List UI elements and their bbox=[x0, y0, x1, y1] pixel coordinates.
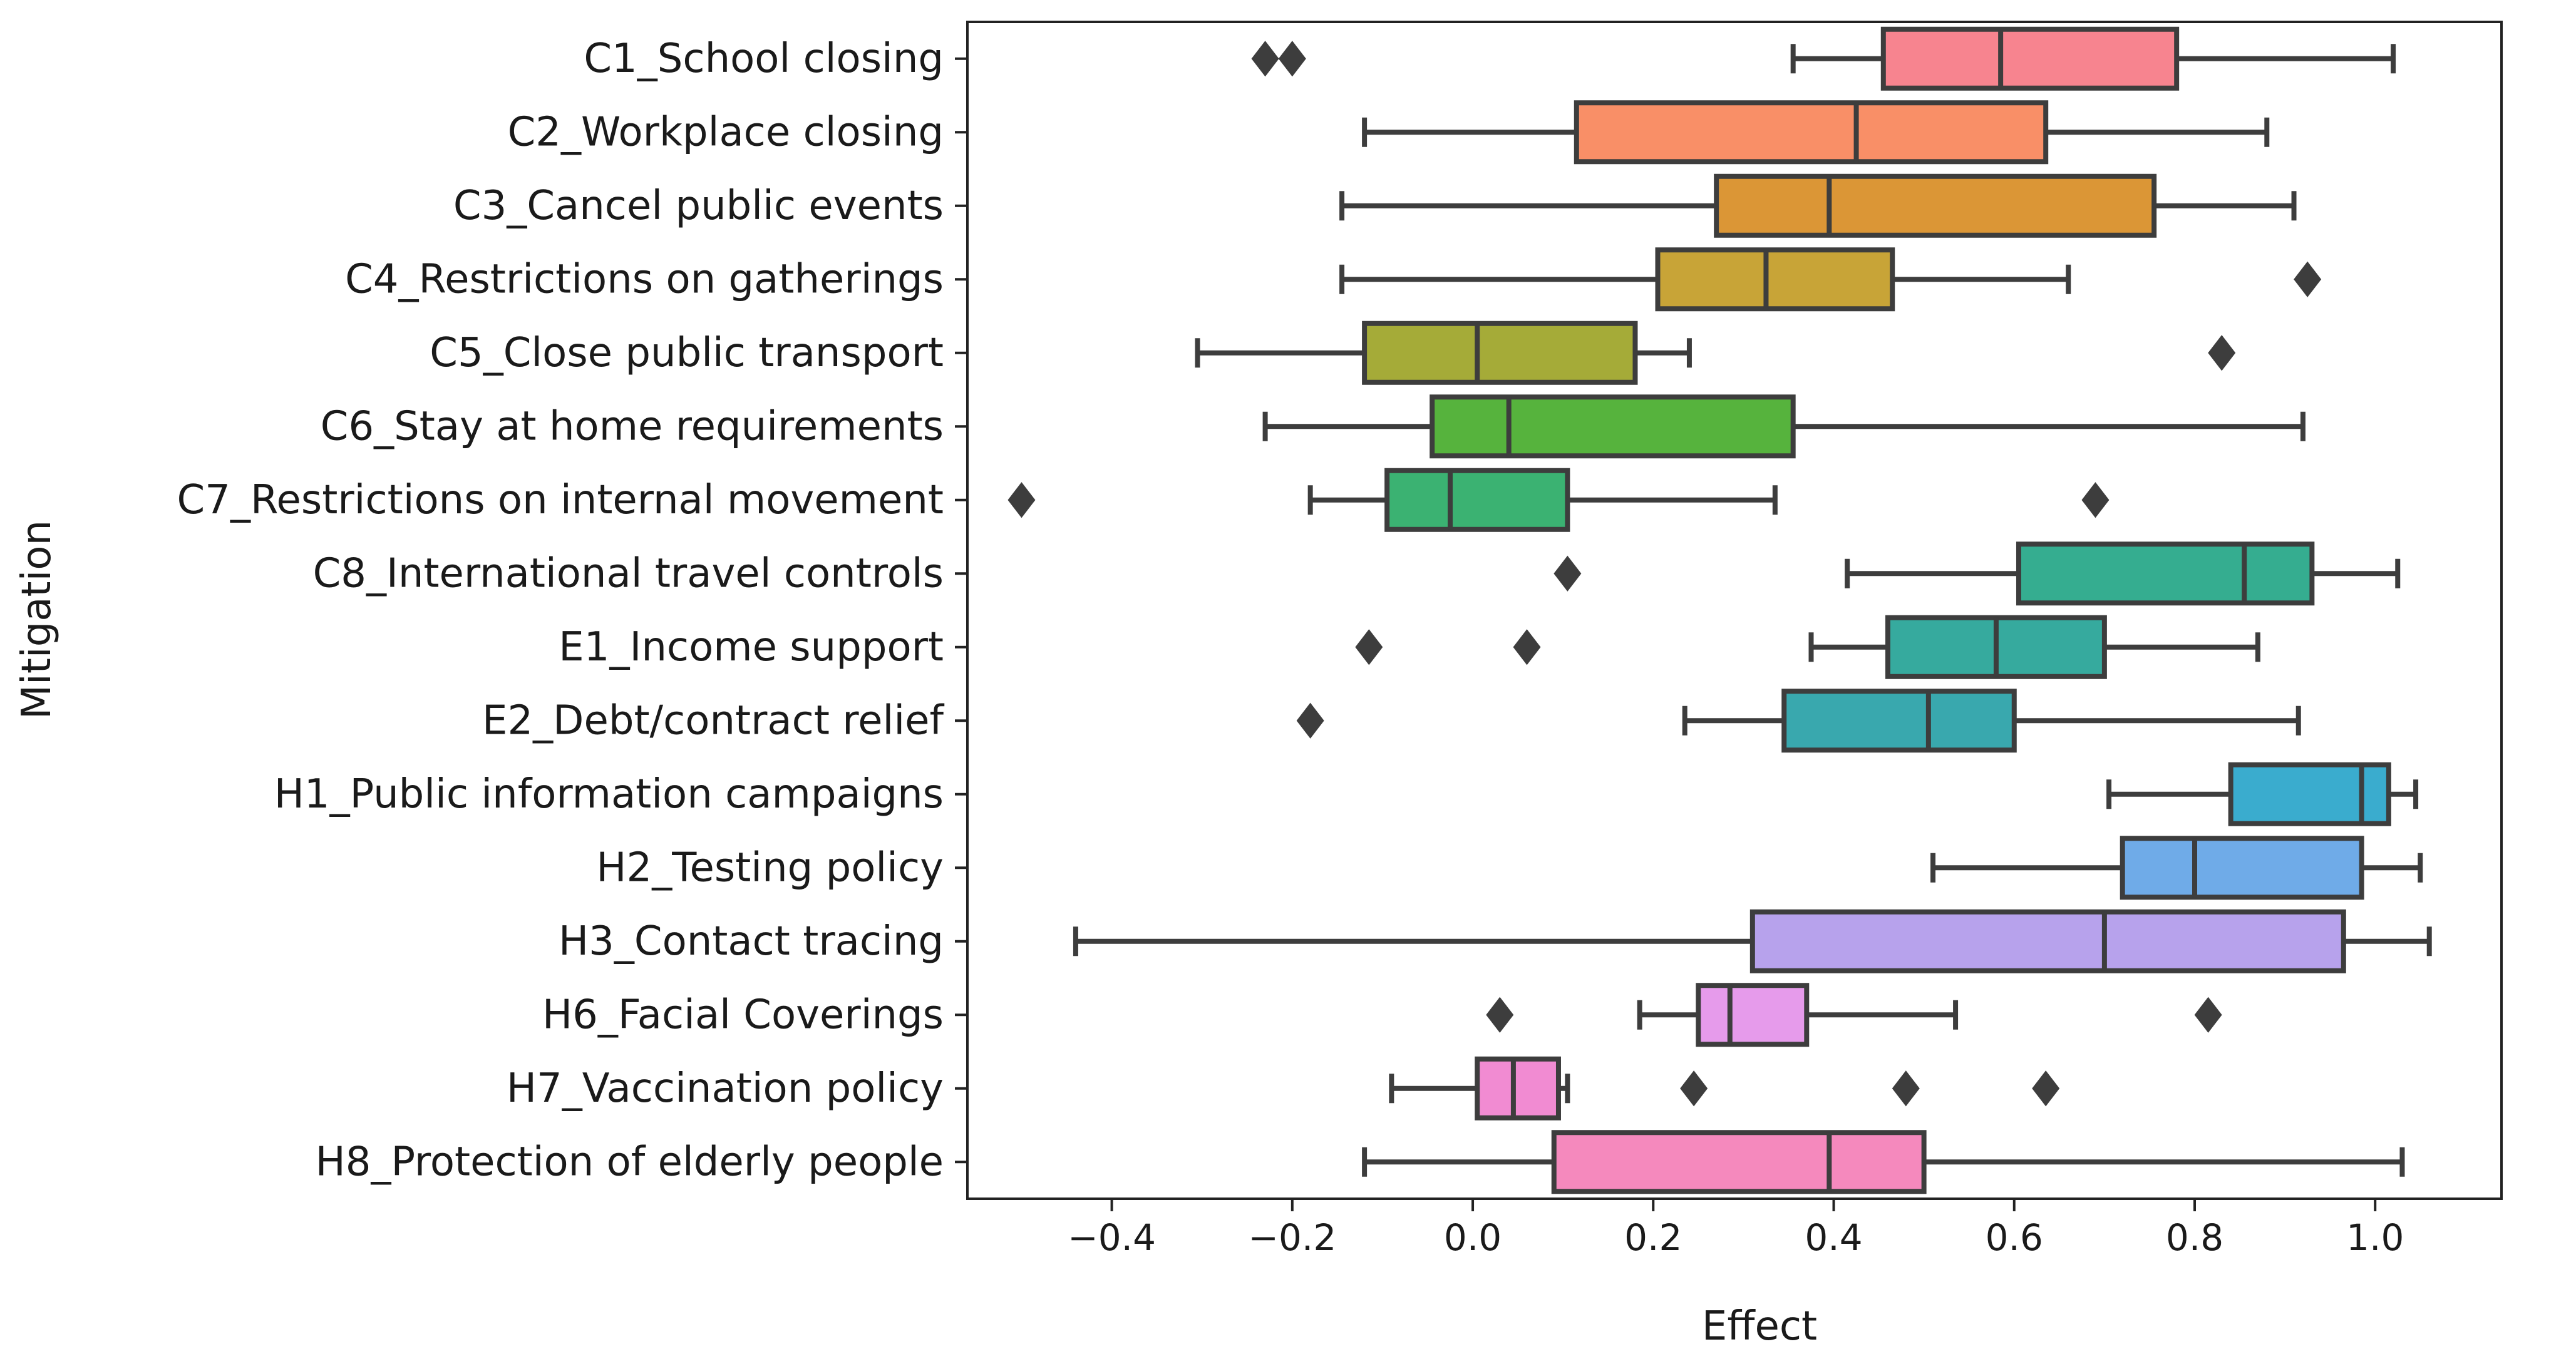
y-tick-label: C5_Close public transport bbox=[430, 330, 944, 376]
x-tick-label: −0.2 bbox=[1248, 1216, 1336, 1259]
box-group bbox=[1553, 541, 2401, 606]
box-group bbox=[1195, 321, 2236, 385]
iqr-box bbox=[1384, 468, 1570, 532]
outlier-point bbox=[2208, 335, 2236, 371]
iqr-box bbox=[1551, 1130, 1927, 1194]
x-tick-label: 0.6 bbox=[1986, 1216, 2043, 1259]
iqr-box bbox=[1475, 1056, 1561, 1121]
box-group bbox=[2106, 762, 2419, 826]
plot-frame bbox=[966, 21, 2503, 1200]
y-tick-label: C4_Restrictions on gatherings bbox=[345, 256, 944, 302]
y-tick-label: H8_Protection of elderly people bbox=[316, 1139, 944, 1185]
outlier-point bbox=[1680, 1070, 1708, 1107]
boxes-layer bbox=[1007, 26, 2432, 1194]
x-tick-label: 1.0 bbox=[2346, 1216, 2404, 1259]
iqr-box bbox=[2016, 541, 2315, 606]
y-tick-label: C8_International travel controls bbox=[313, 550, 944, 597]
y-tick-label: C2_Workplace closing bbox=[508, 109, 944, 155]
x-axis: −0.4 −0.2 0.0 0.2 0.4 0.6 0.8 1.0 bbox=[1068, 1199, 2404, 1259]
y-tick-label: C6_Stay at home requirements bbox=[321, 403, 944, 449]
outlier-point bbox=[2294, 261, 2322, 297]
y-tick-label: H7_Vaccination policy bbox=[507, 1065, 944, 1112]
outlier-point bbox=[2032, 1070, 2060, 1107]
x-tick-label: 0.4 bbox=[1805, 1216, 1862, 1259]
outlier-point bbox=[1553, 555, 1582, 592]
outlier-point bbox=[1892, 1070, 1920, 1107]
y-tick-label: C1_School closing bbox=[584, 36, 944, 82]
box-group bbox=[1339, 247, 2322, 312]
outlier-point bbox=[2194, 997, 2222, 1033]
box-group bbox=[1296, 689, 2301, 753]
y-tick-label: E2_Debt/contract relief bbox=[482, 697, 944, 744]
box-group bbox=[1930, 836, 2423, 900]
x-tick-label: 0.8 bbox=[2166, 1216, 2223, 1259]
box-group bbox=[1262, 394, 2306, 459]
x-axis-label: Effect bbox=[1702, 1303, 1817, 1350]
box-group bbox=[1007, 468, 2110, 532]
iqr-box bbox=[2120, 836, 2364, 900]
outlier-point bbox=[1486, 997, 1514, 1033]
iqr-box bbox=[1749, 909, 2346, 973]
iqr-box bbox=[1655, 247, 1895, 312]
x-tick-label: −0.4 bbox=[1068, 1216, 1156, 1259]
iqr-box bbox=[1574, 100, 2049, 165]
iqr-box bbox=[1430, 394, 1796, 459]
y-tick-label: C7_Restrictions on internal movement bbox=[177, 477, 944, 523]
box-group bbox=[1339, 173, 2297, 238]
box-group bbox=[1362, 1130, 2405, 1194]
x-tick-label: 0.0 bbox=[1444, 1216, 1502, 1259]
box-group bbox=[1355, 615, 2260, 679]
y-tick-label: C3_Cancel public events bbox=[453, 183, 944, 229]
outlier-point bbox=[1007, 482, 1036, 518]
x-tick-label: 0.2 bbox=[1624, 1216, 1682, 1259]
box-group bbox=[1486, 983, 2222, 1047]
box-group bbox=[1251, 26, 2396, 91]
iqr-box bbox=[2228, 762, 2391, 826]
y-tick-label: E1_Income support bbox=[559, 624, 944, 670]
iqr-box bbox=[1781, 689, 2017, 753]
iqr-box bbox=[1714, 173, 2157, 238]
outlier-point bbox=[2081, 482, 2110, 518]
iqr-box bbox=[1696, 983, 1810, 1047]
outlier-point bbox=[1355, 629, 1383, 665]
iqr-box bbox=[1880, 26, 2180, 91]
y-tick-label: H1_Public information campaigns bbox=[274, 771, 944, 818]
y-tick-label: H2_Testing policy bbox=[596, 844, 944, 891]
y-tick-label: H6_Facial Coverings bbox=[542, 992, 944, 1038]
outlier-point bbox=[1296, 702, 1324, 739]
outlier-point bbox=[1278, 41, 1306, 77]
y-axis: C1_School closing C2_Workplace closing C3_… bbox=[177, 36, 967, 1185]
iqr-box bbox=[1362, 321, 1638, 385]
box-group bbox=[1389, 1056, 2060, 1121]
y-axis-label: Mitigation bbox=[14, 520, 60, 719]
box-group bbox=[1362, 100, 2270, 165]
box-group bbox=[1073, 909, 2432, 973]
outlier-point bbox=[1251, 41, 1279, 77]
y-tick-label: H3_Contact tracing bbox=[559, 918, 944, 965]
outlier-point bbox=[1513, 629, 1541, 665]
